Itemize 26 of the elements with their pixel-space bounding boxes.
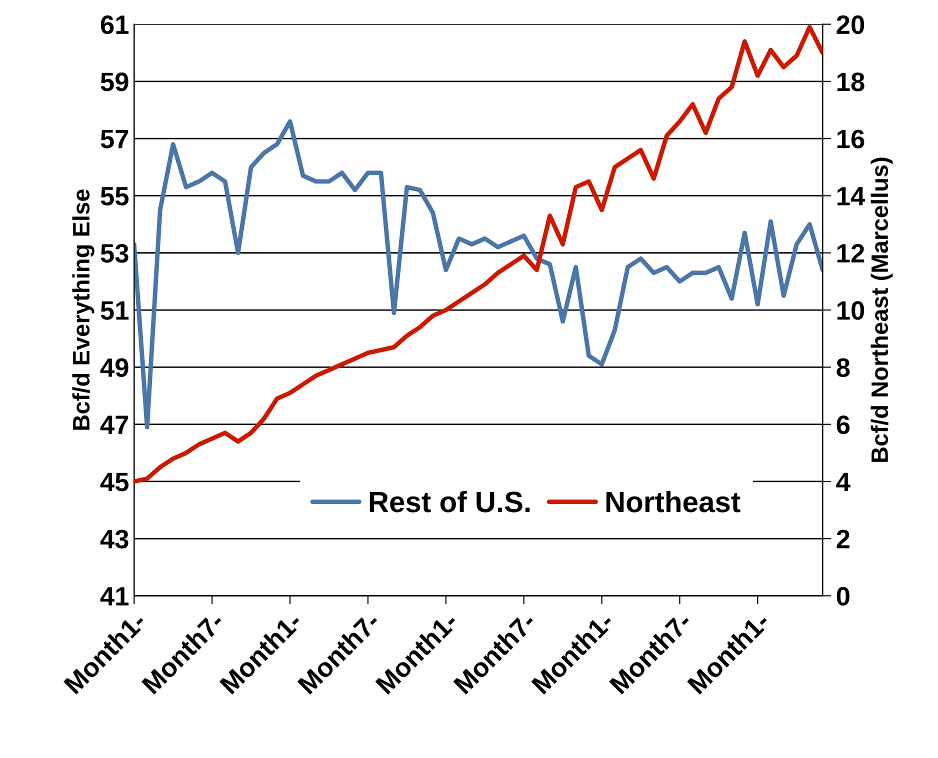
y2-tick-label: 12	[837, 244, 864, 262]
y-tick-label: 57	[100, 130, 128, 148]
y-tick-label: 51	[100, 301, 129, 320]
y-tick-label: 55	[100, 187, 129, 206]
y-tick-label: 53	[100, 244, 128, 263]
y2-axis-title: Bcf/d Northeast (Marcellus)	[870, 158, 893, 462]
legend-label: Rest of U.S.	[370, 490, 530, 512]
y-tick-label: 41	[100, 587, 129, 606]
y-tick-label: 45	[100, 472, 129, 492]
legend-label: Northeast	[606, 490, 740, 512]
y-tick-label: 43	[100, 530, 128, 548]
y2-tick-label: 10	[837, 301, 864, 320]
y2-tick-label: 16	[837, 130, 864, 148]
y2-tick-label: 20	[836, 15, 864, 34]
y-tick-label: 59	[100, 72, 128, 92]
y-axis-title: Bcf/d Everything Else	[72, 189, 94, 430]
y2-tick-label: 18	[837, 72, 864, 92]
y2-tick-label: 2	[836, 530, 850, 548]
y-tick-label: 61	[100, 15, 129, 34]
y2-tick-label: 6	[836, 415, 850, 434]
y2-tick-label: 4	[836, 472, 850, 492]
y2-tick-label: 14	[837, 187, 866, 206]
y2-tick-label: 0	[836, 586, 850, 606]
y-tick-label: 47	[100, 416, 128, 434]
y-tick-label: 49	[100, 358, 128, 377]
y2-tick-label: 8	[836, 358, 850, 377]
